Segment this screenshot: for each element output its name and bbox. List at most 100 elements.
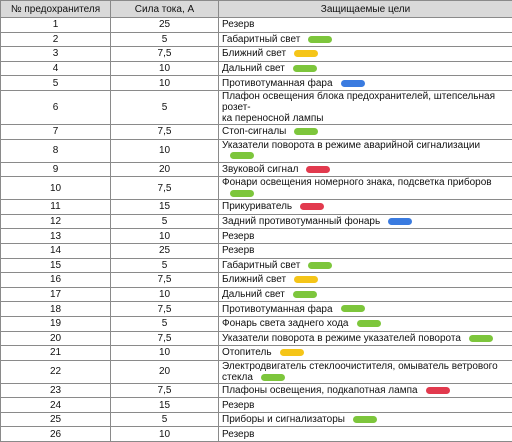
circuit-cell: Задний противотуманный фонарь	[219, 214, 512, 229]
fuse-number-cell: 2	[1, 32, 111, 47]
fuse-number-cell: 19	[1, 316, 111, 331]
current-cell: 25	[111, 18, 219, 33]
cell-text: 5	[162, 318, 168, 329]
current-cell: 15	[111, 200, 219, 215]
cell-text: 5	[53, 78, 59, 89]
cell-text: Плафон освещения блока предохранителей, …	[222, 91, 495, 124]
fuse-number-cell: 12	[1, 214, 111, 229]
circuit-cell: Плафон освещения блока предохранителей, …	[219, 90, 512, 124]
fuse-color-marker	[294, 50, 318, 57]
circuit-cell: Противотуманная фара	[219, 76, 512, 91]
fuse-color-marker	[230, 190, 254, 197]
fuse-number-cell: 11	[1, 200, 111, 215]
cell-text: Дальний свет	[222, 289, 285, 300]
header-cell: № предохранителя	[1, 1, 111, 18]
current-cell: 7,5	[111, 273, 219, 288]
fuse-number-cell: 1	[1, 18, 111, 33]
circuit-cell: Дальний свет	[219, 61, 512, 76]
circuit-cell: Резерв	[219, 18, 512, 33]
cell-text: 5	[162, 216, 168, 227]
circuit-cell: Габаритный свет	[219, 32, 512, 47]
cell-text: Габаритный свет	[222, 34, 300, 45]
fuse-color-marker	[293, 291, 317, 298]
circuit-cell: Ближний свет	[219, 273, 512, 288]
fuse-color-marker	[308, 262, 332, 269]
fuse-number-cell: 10	[1, 177, 111, 200]
fuse-number-cell: 25	[1, 412, 111, 427]
fuse-color-marker	[294, 128, 318, 135]
fuse-color-marker	[341, 80, 365, 87]
cell-text: 15	[159, 201, 170, 212]
fuse-number-cell: 5	[1, 76, 111, 91]
fuse-color-marker	[353, 416, 377, 423]
fuse-number-cell: 9	[1, 162, 111, 177]
current-cell: 7,5	[111, 124, 219, 139]
fuse-number-cell: 26	[1, 427, 111, 442]
cell-text: 7,5	[158, 304, 172, 315]
fuse-color-marker	[357, 320, 381, 327]
fuse-number-cell: 6	[1, 90, 111, 124]
fuse-number-cell: 3	[1, 47, 111, 62]
page: {"table": { "header": ["№ предохранителя…	[0, 0, 512, 408]
fuse-color-marker	[294, 276, 318, 283]
cell-text: 7,5	[158, 126, 172, 137]
cell-text: 20	[159, 366, 170, 377]
cell-text: 7,5	[158, 385, 172, 396]
cell-text: 17	[50, 289, 61, 300]
cell-text: 25	[159, 245, 170, 256]
cell-text: Отопитель	[222, 347, 272, 358]
current-cell: 10	[111, 346, 219, 361]
fuse-number-cell: 4	[1, 61, 111, 76]
cell-text: 10	[159, 429, 170, 440]
cell-text: Плафоны освещения, подкапотная лампа	[222, 385, 418, 396]
circuit-cell: Стоп-сигналы	[219, 124, 512, 139]
cell-text: Ближний свет	[222, 274, 286, 285]
cell-text: Фонарь света заднего хода	[222, 318, 349, 329]
cell-text: Резерв	[222, 429, 254, 440]
current-cell: 5	[111, 316, 219, 331]
circuit-cell: Фонари освещения номерного знака, подсве…	[219, 177, 512, 200]
fuse-number-cell: 15	[1, 258, 111, 273]
circuit-cell: Габаритный свет	[219, 258, 512, 273]
fuse-number-cell: 8	[1, 139, 111, 162]
cell-text: 8	[53, 145, 59, 156]
cell-text: 16	[50, 274, 61, 285]
fuse-number-cell: 24	[1, 398, 111, 413]
cell-text: 10	[159, 231, 170, 242]
cell-text: Задний противотуманный фонарь	[222, 216, 380, 227]
cell-text: 9	[53, 164, 59, 175]
cell-text: 14	[50, 245, 61, 256]
current-cell: 7,5	[111, 383, 219, 398]
current-cell: 10	[111, 287, 219, 302]
fuse-number-cell: 18	[1, 302, 111, 317]
circuit-cell: Указатели поворота в режиме аварийной си…	[219, 139, 512, 162]
cell-text: 18	[50, 304, 61, 315]
fuse-number-cell: 20	[1, 331, 111, 346]
cell-text: 1	[53, 19, 59, 30]
current-cell: 20	[111, 360, 219, 383]
fuse-number-cell: 22	[1, 360, 111, 383]
circuit-cell: Ближний свет	[219, 47, 512, 62]
cell-text: 19	[50, 318, 61, 329]
current-cell: 5	[111, 90, 219, 124]
cell-text: Приборы и сигнализаторы	[222, 414, 345, 425]
cell-text: 24	[50, 400, 61, 411]
current-cell: 15	[111, 398, 219, 413]
table-row: 12 5 Задний противотуманный фонарь	[1, 214, 512, 229]
current-cell: 10	[111, 427, 219, 442]
cell-text: 7	[53, 126, 59, 137]
fuse-color-marker	[261, 374, 285, 381]
cell-text: 20	[159, 164, 170, 175]
